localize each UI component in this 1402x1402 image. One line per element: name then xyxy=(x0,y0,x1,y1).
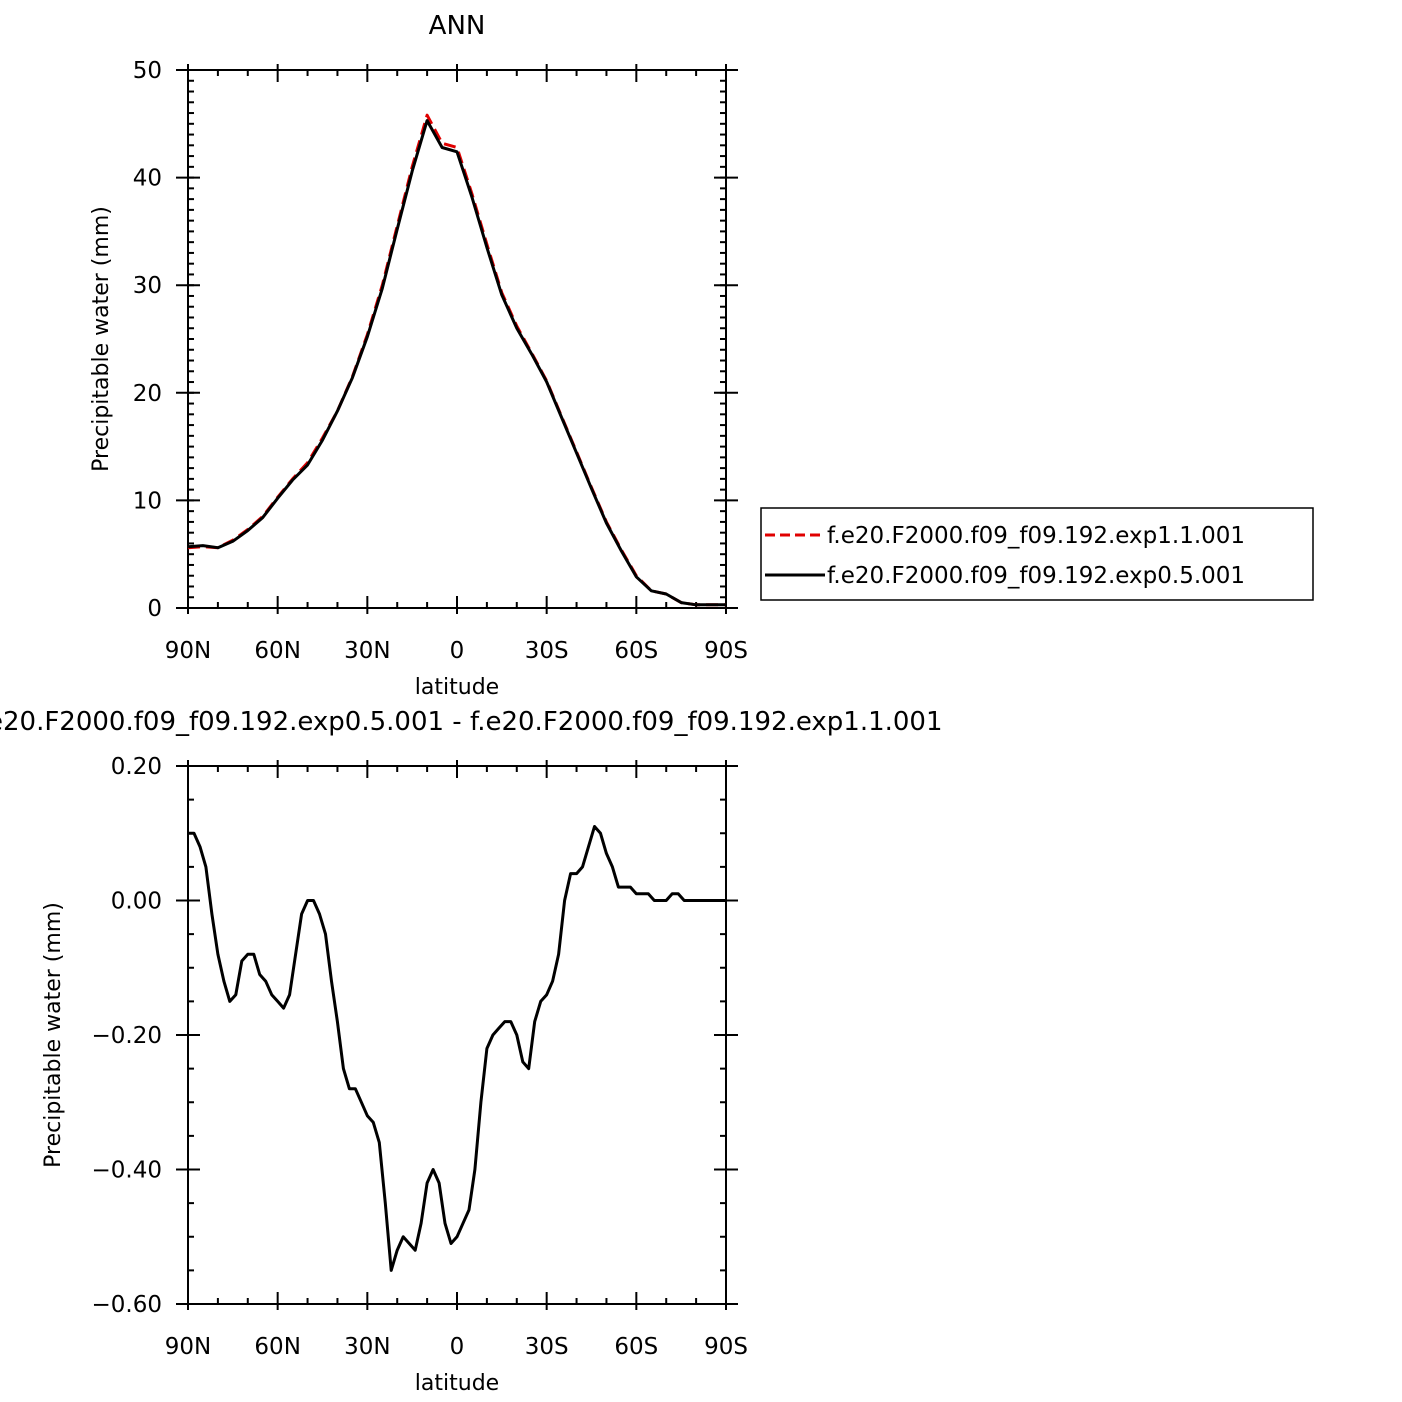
x-tick-label: 30N xyxy=(344,1334,390,1360)
x-tick-label: 90N xyxy=(165,1334,211,1360)
legend: f.e20.F2000.f09_f09.192.exp1.1.001 f.e20.… xyxy=(760,507,1314,601)
x-tick-label: 30N xyxy=(344,638,390,664)
top-panel: 90N 60N 30N 0 30S 60S 90S 0 10 20 30 40 50 latitude Pr… xyxy=(89,11,748,700)
y-tick-label: 50 xyxy=(133,58,162,84)
x-tick-label: 90S xyxy=(704,638,748,664)
y-tick-label: 10 xyxy=(133,488,162,514)
x-tick-label: 60S xyxy=(614,1334,658,1360)
legend-box xyxy=(760,507,1314,601)
bottom-panel: 90N 60N 30N 0 30S 60S 90S −0.60 −0.40 −0.20 0.00 0.… xyxy=(0,707,943,1396)
x-tick-label: 30S xyxy=(525,1334,569,1360)
x-tick-label: 60S xyxy=(614,638,658,664)
series-line-0 xyxy=(187,113,726,607)
plot-title: f.e20.F2000.f09_f09.192.exp0.5.001 - f.e… xyxy=(0,707,943,737)
legend-label: f.e20.F2000.f09_f09.192.exp0.5.001 xyxy=(827,563,1245,589)
y-tick-label: 30 xyxy=(133,273,162,299)
y-tick-label: 40 xyxy=(133,166,162,192)
x-axis-title: latitude xyxy=(415,1371,499,1396)
x-tick-label: 0 xyxy=(450,1334,465,1360)
x-tick-label: 60N xyxy=(254,638,300,664)
y-tick-label: 0.00 xyxy=(111,889,162,915)
x-axis-title: latitude xyxy=(415,675,499,700)
y-axis-title: Precipitable water (mm) xyxy=(89,206,114,472)
x-tick-label: 30S xyxy=(525,638,569,664)
x-tick-label: 0 xyxy=(450,638,465,664)
series-line-1 xyxy=(187,119,726,607)
y-tick-label: −0.40 xyxy=(92,1158,162,1184)
plot-title: ANN xyxy=(429,11,486,41)
y-tick-label: 0.20 xyxy=(111,754,162,780)
y-tick-label: −0.60 xyxy=(92,1292,162,1318)
series-line-0 xyxy=(188,825,726,1272)
y-tick-label: −0.20 xyxy=(92,1023,162,1049)
x-tick-label: 90N xyxy=(165,638,211,664)
y-axis-title: Precipitable water (mm) xyxy=(41,902,66,1168)
x-tick-label: 90S xyxy=(704,1334,748,1360)
y-tick-label: 0 xyxy=(147,596,162,622)
x-tick-label: 60N xyxy=(254,1334,300,1360)
y-tick-label: 20 xyxy=(133,381,162,407)
plot-frame xyxy=(187,765,727,1305)
legend-label: f.e20.F2000.f09_f09.192.exp1.1.001 xyxy=(827,523,1245,549)
